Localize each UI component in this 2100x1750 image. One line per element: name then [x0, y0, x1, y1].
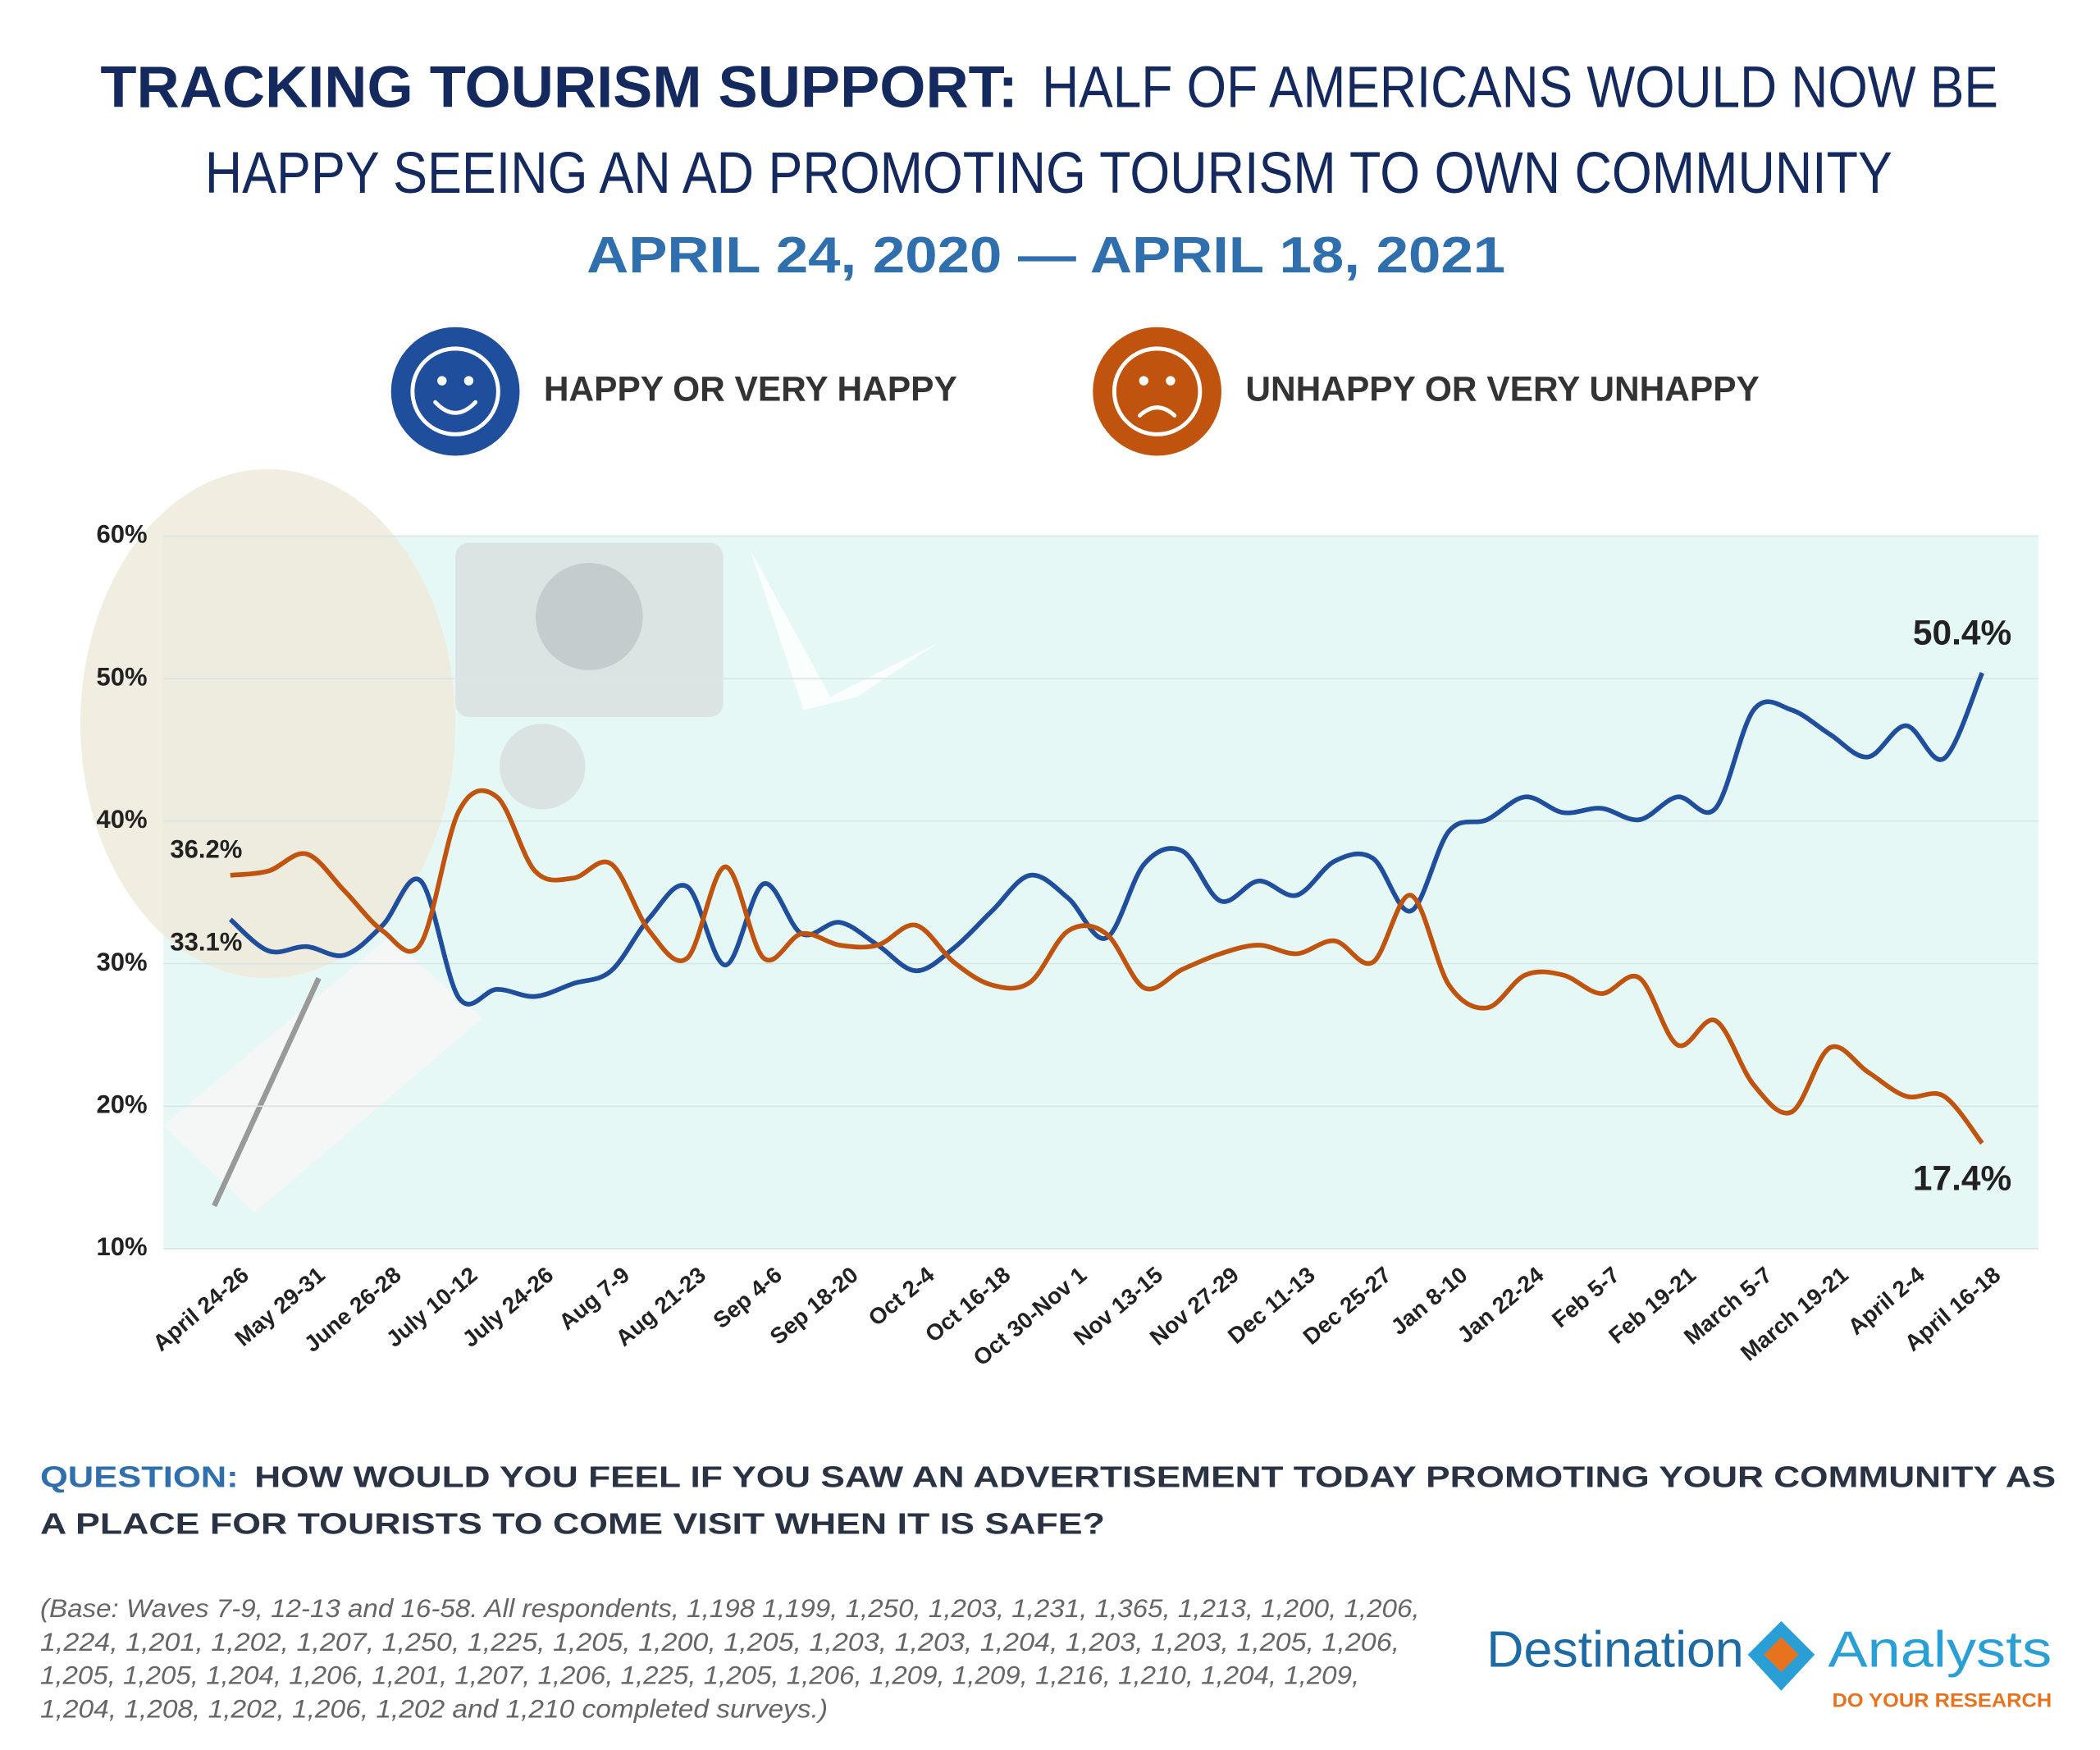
question-text: HOW WOULD YOU FEEL IF YOU SAW AN ADVERTI… — [254, 1460, 2056, 1493]
title-line: HAPPY SEEING AN AD PROMOTING TOURISM TO … — [205, 140, 1892, 206]
subtitle: APRIL 24, 2020 — APRIL 18, 2021 — [587, 227, 1505, 284]
legend-mouth — [433, 400, 478, 415]
series-line — [230, 788, 1984, 1145]
data-label: 50.4% — [1913, 614, 2011, 652]
question-text: A PLACE FOR TOURISTS TO COME VISIT WHEN … — [40, 1506, 1105, 1540]
legend-mouth — [1137, 405, 1177, 418]
legend-eye — [437, 376, 447, 386]
question-lead: QUESTION: — [40, 1460, 239, 1493]
footnote: 1,204, 1,208, 1,202, 1,206, 1,202 and 1,… — [40, 1694, 828, 1723]
series-line — [228, 672, 1984, 1007]
legend-label: HAPPY OR VERY HAPPY — [544, 369, 957, 408]
logo-diamond-inner — [1764, 1637, 1799, 1672]
footnote: 1,205, 1,205, 1,204, 1,206, 1,201, 1,207… — [40, 1661, 1359, 1690]
y-tick-label: 60% — [97, 520, 148, 549]
compass-decor — [499, 724, 586, 810]
legend-face — [1112, 346, 1203, 436]
plot-decor — [80, 468, 2038, 1250]
title-line: HALF OF AMERICANS WOULD NOW BE — [1042, 54, 1998, 120]
pen-decor — [212, 976, 322, 1208]
legend-face — [410, 346, 500, 436]
title-lead: TRACKING TOURISM SUPPORT: — [100, 54, 1017, 120]
y-tick-label: 30% — [97, 948, 148, 976]
y-tick-label: 10% — [97, 1232, 148, 1261]
logo-right: Analysts — [1828, 1621, 2052, 1678]
logo-tagline: DO YOUR RESEARCH — [1832, 1689, 2052, 1711]
legend-icon — [390, 327, 520, 456]
y-tick-label: 20% — [97, 1090, 148, 1118]
legend-eye — [1166, 376, 1176, 386]
footnote: 1,224, 1,201, 1,202, 1,207, 1,250, 1,225… — [40, 1628, 1399, 1656]
lens-decor — [536, 563, 643, 670]
legend-eye — [463, 376, 474, 386]
footnote: (Base: Waves 7-9, 12-13 and 16-58. All r… — [40, 1594, 1420, 1623]
data-label: 17.4% — [1913, 1158, 2011, 1197]
logo-left: Destination — [1486, 1621, 1743, 1678]
y-tick-label: 40% — [97, 805, 148, 834]
y-tick-label: 50% — [97, 662, 148, 691]
data-label: 36.2% — [170, 835, 242, 864]
legend-label: UNHAPPY OR VERY UNHAPPY — [1245, 369, 1759, 408]
plane-decor — [750, 549, 938, 711]
legend-icon — [1093, 327, 1221, 456]
data-label: 33.1% — [170, 927, 242, 956]
hat-decor — [80, 468, 456, 979]
legend-eye — [1139, 376, 1148, 386]
